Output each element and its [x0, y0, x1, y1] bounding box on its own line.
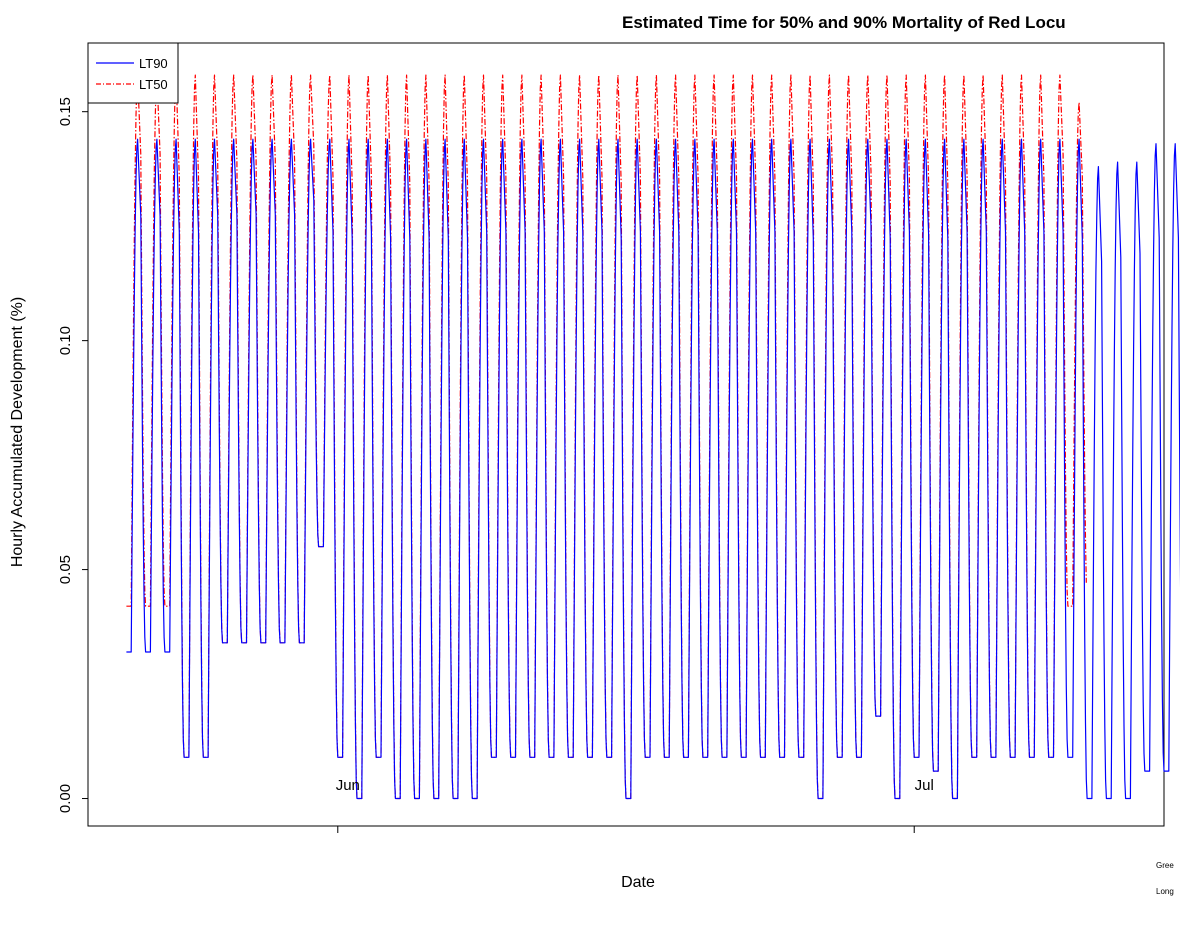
footnote-line-1: Gree — [1156, 861, 1174, 870]
y-tick-label: 0.05 — [57, 555, 74, 584]
x-axis: Jun Jul — [336, 777, 934, 833]
series-line-lt90 — [126, 138, 1180, 800]
legend-label-lt50: LT50 — [139, 77, 168, 92]
footnote-line-2: Long — [1156, 887, 1174, 896]
series-layer — [126, 74, 1180, 800]
legend-label-lt90: LT90 — [139, 56, 168, 71]
y-axis-label: Hourly Accumulated Development (%) — [9, 297, 26, 567]
chart-title: Estimated Time for 50% and 90% Mortality… — [622, 13, 1066, 32]
y-tick-label: 0.00 — [57, 784, 74, 813]
x-axis-label: Date — [621, 874, 655, 891]
y-tick-label: 0.10 — [57, 326, 74, 355]
legend: LT90 LT50 — [87, 42, 179, 104]
legend-box — [87, 42, 179, 104]
y-tick-label: 0.15 — [57, 97, 74, 126]
x-tick-label: Jun — [336, 777, 360, 794]
y-axis: 0.00 0.05 0.10 0.15 — [57, 97, 89, 813]
x-tick-label: Jul — [915, 777, 934, 794]
